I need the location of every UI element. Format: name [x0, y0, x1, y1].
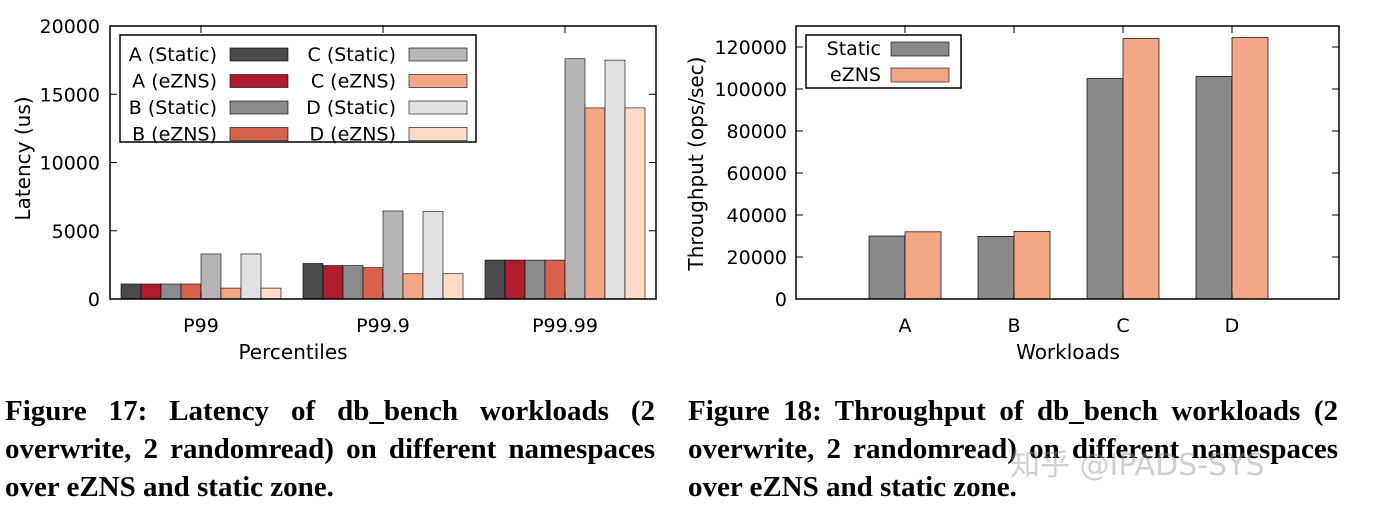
legend-label: C (eZNS): [311, 71, 396, 93]
bar: [180, 283, 202, 300]
y-tick-label: 100000: [714, 79, 787, 101]
legend-swatch: [890, 41, 950, 57]
bar: [544, 259, 566, 300]
x-axis-label: Workloads: [1016, 340, 1120, 364]
x-tick-label: P99.9: [356, 315, 410, 337]
legend-label: B (eZNS): [132, 124, 217, 146]
y-tick-label: 20000: [727, 247, 787, 269]
bar: [868, 235, 906, 300]
bar: [1086, 78, 1124, 300]
latency-chart: 0 5000 10000 15000 20000 P99 P99.9 P99.99 Percen…: [11, 16, 657, 364]
y-tick-label: 10000: [40, 153, 100, 175]
legend-label: D (eZNS): [310, 124, 396, 146]
legend-swatch: [890, 67, 950, 83]
legend-label: A (eZNS): [132, 71, 217, 93]
y-tick-label: 20000: [40, 16, 100, 38]
y-axis-label: Latency (us): [11, 96, 35, 220]
x-axis-label: Percentiles: [238, 340, 347, 364]
legend-swatch: [229, 74, 289, 88]
y-tick-label: 60000: [727, 163, 787, 185]
bar: [504, 259, 526, 300]
bar: [1231, 37, 1269, 300]
bar: [220, 287, 242, 300]
bar: [1122, 38, 1160, 300]
bar: [604, 59, 626, 300]
bar: [240, 253, 262, 300]
y-tick-label: 120000: [714, 37, 787, 59]
bar: [624, 107, 646, 300]
legend-swatch: [408, 47, 468, 62]
legend-swatch: [408, 74, 468, 88]
bar: [1195, 76, 1233, 300]
bar: [564, 58, 586, 300]
bar: [484, 259, 506, 300]
y-tick-label: 5000: [52, 221, 100, 243]
bar: [382, 210, 404, 300]
x-tick-label: B: [1007, 315, 1020, 337]
bar: [1013, 231, 1051, 300]
x-tick-label: P99: [183, 315, 219, 337]
plot-frame: [109, 25, 657, 300]
y-tick-label: 15000: [40, 84, 100, 106]
legend-label: Static: [827, 38, 881, 60]
bar: [584, 107, 606, 300]
legend-label: A (Static): [129, 44, 217, 66]
legend-swatch: [408, 127, 468, 141]
bar: [140, 283, 162, 300]
bar: [524, 259, 546, 300]
legend-swatch: [229, 127, 289, 141]
plot-frame: [795, 25, 1340, 300]
bar: [120, 283, 142, 300]
y-tick-label: 0: [88, 289, 100, 311]
bar: [977, 236, 1015, 300]
legend-label: D (Static): [306, 97, 396, 119]
y-tick-label: 0: [775, 289, 787, 311]
legend-swatch: [229, 47, 289, 62]
watermark: 知乎 @IPADS-SYS: [1010, 448, 1265, 483]
y-tick-label: 40000: [727, 205, 787, 227]
legend-swatch: [408, 100, 468, 115]
x-tick-label: C: [1116, 315, 1129, 337]
figure-18-caption: Figure 18: Throughput of db_bench worklo…: [688, 395, 1338, 503]
legend-label: B (Static): [129, 97, 217, 119]
bar: [342, 265, 364, 300]
figure-17-caption: Figure 17: Latency of db_bench workloads…: [5, 395, 655, 503]
bar: [160, 283, 182, 300]
legend-label: C (Static): [308, 44, 396, 66]
bar: [260, 287, 282, 300]
bar: [402, 273, 424, 300]
bar: [362, 267, 384, 300]
y-tick-label: 80000: [727, 121, 787, 143]
bar: [422, 211, 444, 300]
bar: [442, 273, 464, 300]
y-axis-label: Throughput (ops/sec): [684, 57, 708, 272]
bar: [200, 253, 222, 300]
legend-swatch: [229, 100, 289, 115]
throughput-chart: 0 20000 40000 60000 80000 100000 120000 A B C D Wor…: [684, 25, 1340, 364]
legend-label: eZNS: [830, 64, 881, 86]
bar: [302, 263, 324, 300]
bar: [904, 231, 942, 300]
x-tick-label: A: [899, 315, 912, 337]
bar: [322, 265, 344, 300]
x-tick-label: P99.99: [532, 315, 598, 337]
x-tick-label: D: [1225, 315, 1240, 337]
